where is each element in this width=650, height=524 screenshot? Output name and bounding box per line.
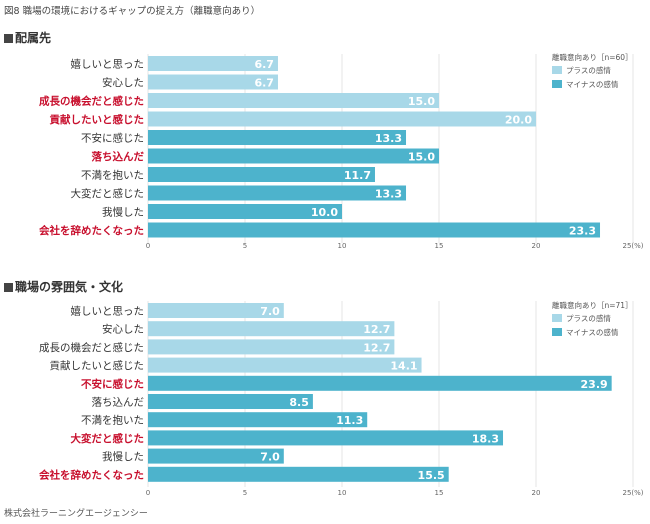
chart-2-title: 職場の雰囲気・文化 — [4, 278, 123, 295]
data-label: 20.0 — [505, 114, 532, 127]
data-label: 15.0 — [408, 151, 435, 164]
bar — [148, 466, 449, 482]
x-tick-label: 15 — [435, 489, 444, 497]
category-label: 落ち込んだ — [92, 150, 145, 163]
data-label: 8.5 — [289, 396, 309, 409]
chart-2-title-text: 職場の雰囲気・文化 — [15, 280, 124, 294]
data-label: 23.9 — [581, 378, 608, 391]
category-label: 不安に感じた — [81, 132, 144, 145]
chart-1-title-text: 配属先 — [15, 31, 52, 45]
bar — [148, 204, 342, 219]
bar — [148, 148, 439, 164]
x-tick-label: 5 — [243, 242, 247, 250]
x-tick-label: 0 — [146, 489, 150, 497]
category-label: 安心した — [102, 323, 144, 336]
category-label: 我慢した — [102, 207, 144, 219]
category-label: 大変だと感じた — [71, 187, 145, 200]
bar — [148, 303, 284, 318]
data-label: 11.7 — [344, 169, 371, 182]
bar — [148, 412, 368, 428]
data-label: 13.3 — [375, 188, 402, 201]
category-label: 嬉しいと思った — [71, 58, 145, 71]
category-label: 落ち込んだ — [92, 397, 145, 409]
category-label: 成長の機会だと感じた — [39, 341, 144, 354]
x-tick-label: 25(%) — [622, 242, 643, 250]
category-label: 大変だと感じた — [71, 432, 145, 445]
legend-label-minus: マイナスの感情 — [566, 327, 619, 337]
legend-title: 離職意向あり［n=60］ — [552, 52, 633, 62]
data-label: 11.3 — [336, 414, 363, 427]
bar — [148, 375, 612, 391]
x-tick-label: 15 — [435, 242, 444, 250]
figure-title: 図8 職場の環境におけるギャップの捉え方（離職意向あり） — [4, 6, 261, 17]
x-tick-label: 0 — [146, 242, 150, 250]
data-label: 14.1 — [390, 360, 417, 373]
data-label: 23.3 — [569, 225, 596, 238]
x-tick-label: 5 — [243, 489, 247, 497]
chart-1-svg: 0 5 10 15 20 25(%) 嬉しいと思った 6.7 安心した 6.7 成長の機会だと感じた… — [39, 52, 644, 250]
data-label: 13.3 — [375, 132, 402, 145]
x-tick-label: 20 — [532, 242, 541, 250]
x-tick-label: 25(%) — [622, 489, 643, 497]
bar — [148, 56, 278, 71]
data-label: 15.0 — [408, 95, 435, 108]
category-label: 会社を辞めたくなった — [39, 468, 144, 481]
legend-label-plus: プラスの感情 — [566, 65, 611, 75]
category-label: 我慢した — [102, 451, 144, 463]
bar — [148, 394, 313, 409]
data-label: 12.7 — [363, 341, 390, 354]
legend-title: 離職意向あり［n=71］ — [552, 300, 633, 310]
data-label: 10.0 — [311, 206, 338, 219]
section-square-icon — [4, 34, 13, 43]
bar — [148, 74, 278, 90]
footer-company: 株式会社ラーニングエージェンシー — [4, 509, 148, 519]
data-label: 12.7 — [363, 323, 390, 336]
data-label: 15.5 — [418, 469, 445, 482]
data-label: 6.7 — [254, 77, 274, 90]
bar — [148, 357, 422, 373]
legend-label-plus: プラスの感情 — [566, 313, 611, 323]
data-label: 7.0 — [260, 451, 280, 464]
category-label: 不安に感じた — [81, 377, 144, 390]
data-label: 18.3 — [472, 432, 499, 445]
category-label: 貢献したいと感じた — [50, 359, 145, 372]
bar — [148, 93, 439, 108]
bar — [148, 430, 504, 446]
legend-label-minus: マイナスの感情 — [566, 79, 619, 89]
category-label: 不満を抱いた — [81, 169, 144, 182]
x-tick-label: 20 — [532, 489, 541, 497]
x-tick-label: 10 — [338, 489, 347, 497]
chart-1-title: 配属先 — [4, 29, 51, 46]
bar — [148, 185, 407, 201]
bar — [148, 339, 395, 355]
bar — [148, 222, 601, 238]
category-label: 嬉しいと思った — [71, 305, 145, 318]
category-label: 会社を辞めたくなった — [39, 224, 144, 237]
category-label: 安心した — [102, 76, 144, 89]
bar — [148, 111, 536, 127]
section-square-icon — [4, 283, 13, 292]
category-label: 貢献したいと感じた — [50, 113, 145, 126]
bar — [148, 448, 284, 464]
data-label: 6.7 — [254, 58, 274, 71]
legend-swatch-plus — [552, 314, 562, 322]
legend-swatch-minus — [552, 80, 562, 88]
data-label: 7.0 — [260, 305, 280, 318]
bar — [148, 130, 407, 145]
bar — [148, 167, 375, 182]
chart-2-svg: 0 5 10 15 20 25(%) 嬉しいと思った 7.0 安心した 12.7 成長の機会だと感じ… — [39, 300, 644, 497]
bar — [148, 321, 395, 337]
legend-swatch-minus — [552, 328, 562, 336]
x-tick-label: 10 — [338, 242, 347, 250]
category-label: 成長の機会だと感じた — [39, 95, 144, 108]
category-label: 不満を抱いた — [81, 414, 144, 427]
legend-swatch-plus — [552, 66, 562, 74]
